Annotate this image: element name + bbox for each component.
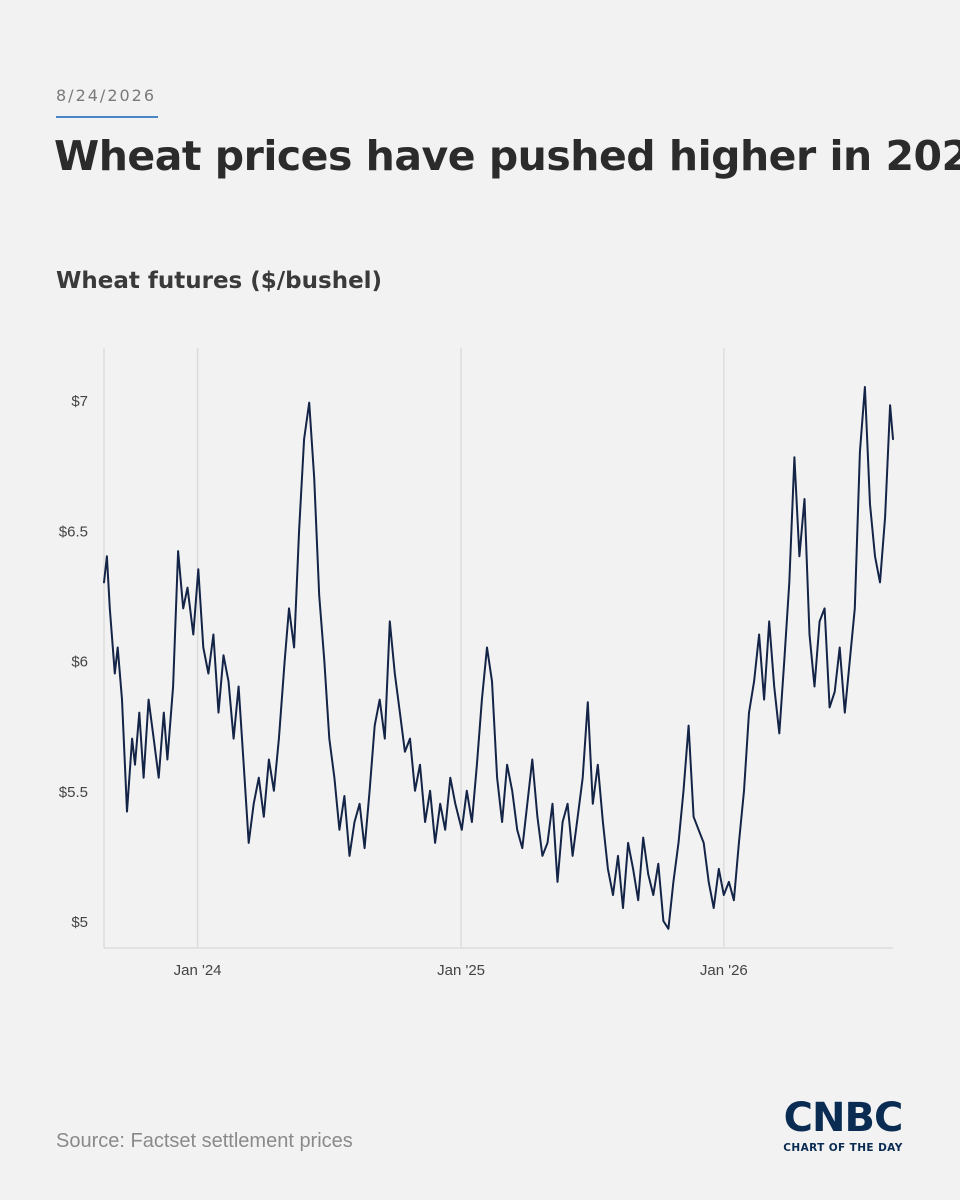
y-tick-label: $5.5 — [59, 784, 88, 801]
y-tick-label: $6 — [71, 654, 88, 671]
y-tick-label: $7 — [71, 393, 88, 410]
series-line — [103, 386, 894, 930]
x-tick-label: Jan '24 — [174, 962, 222, 979]
date-underline — [56, 116, 158, 118]
x-tick-label: Jan '26 — [700, 962, 748, 979]
x-tick-label: Jan '25 — [437, 962, 485, 979]
chart-title: Wheat futures ($/bushel) — [56, 268, 383, 294]
series-layer — [103, 386, 894, 930]
y-tick-label: $6.5 — [59, 523, 88, 540]
grid-layer — [196, 348, 725, 948]
cnbc-wordmark: CNBC — [783, 1095, 904, 1141]
y-tick-label: $5 — [71, 914, 88, 931]
headline: Wheat prices have pushed higher in 2026 — [54, 132, 960, 180]
axis-layer: Jan '24 Jan '25 Jan '26 $5 $5.5 $6 $6.5 $7 — [59, 348, 893, 979]
source-note: Source: Factset settlement prices — [56, 1130, 353, 1152]
date-label: 8/24/2026 — [56, 86, 157, 105]
cnbc-logo: CNBC CHART OF THE DAY — [780, 1096, 906, 1154]
chart-of-the-day-label: CHART OF THE DAY — [783, 1142, 903, 1154]
